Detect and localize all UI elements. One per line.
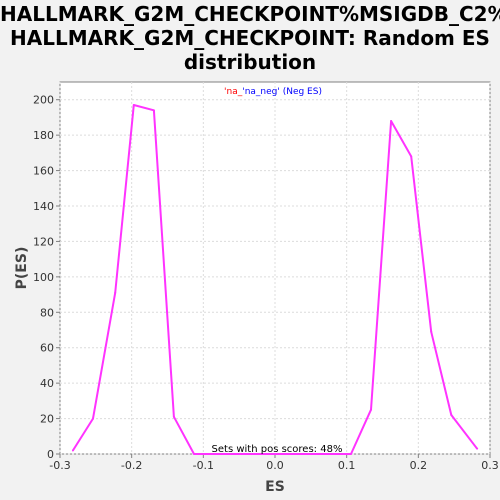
y-tick-label: 80 — [40, 306, 54, 319]
y-tick-label: 200 — [33, 94, 54, 107]
x-tick-label: 0.2 — [410, 459, 428, 472]
legend-part-1: 'na_ — [224, 87, 243, 97]
data-point — [253, 453, 256, 455]
data-point — [172, 415, 175, 418]
y-tick-label: 160 — [33, 165, 54, 178]
x-tick-label: -0.2 — [121, 459, 142, 472]
data-point — [349, 453, 352, 455]
chart-title-line-2: HALLMARK_G2M_CHECKPOINT: Random ES — [10, 26, 490, 50]
y-tick-label: 0 — [47, 448, 54, 461]
data-point — [213, 453, 216, 455]
chart-title-line-1: HALLMARK_G2M_CHECKPOINT%MSIGDB_C2% — [0, 2, 500, 26]
y-tick-label: 100 — [33, 271, 54, 284]
axes: -0.3 -0.2 -0.1 0.0 0.1 0.2 0.3 0 20 40 60 80 100 120 1… — [33, 94, 499, 472]
y-tick-label: 180 — [33, 129, 54, 142]
y-tick-label: 140 — [33, 200, 54, 213]
data-point — [193, 453, 196, 455]
y-tick-label: 20 — [40, 413, 54, 426]
data-point — [274, 453, 276, 455]
data-point — [370, 408, 373, 411]
legend: 'na_'na_neg' (Neg ES) — [224, 87, 322, 97]
data-point — [314, 453, 317, 455]
data-point — [476, 447, 479, 450]
data-point — [390, 119, 393, 122]
data-point — [91, 417, 94, 420]
data-point — [334, 453, 337, 455]
chart-title: HALLMARK_G2M_CHECKPOINT%MSIGDB_C2% HALLM… — [0, 0, 500, 74]
x-tick-label: 0.0 — [266, 459, 284, 472]
x-tick-label: 0.3 — [481, 459, 499, 472]
x-tick-label: 0.1 — [338, 459, 356, 472]
x-tick-label: -0.3 — [49, 459, 70, 472]
data-point — [450, 414, 453, 417]
chart-title-line-3: distribution — [183, 50, 317, 74]
data-point — [71, 449, 74, 452]
pos-scores-annotation: Sets with pos scores: 48% — [212, 444, 343, 455]
series-group — [71, 104, 479, 455]
data-point — [132, 104, 135, 107]
data-point — [233, 453, 236, 455]
y-tick-label: 60 — [40, 342, 54, 355]
legend-part-2: 'na_neg' (Neg ES) — [242, 87, 322, 97]
y-tick-label: 120 — [33, 235, 54, 248]
data-point — [114, 291, 117, 294]
y-axis-label: P(ES) — [14, 247, 30, 290]
data-point — [152, 109, 155, 112]
data-point — [410, 155, 413, 158]
y-tick-label: 40 — [40, 377, 54, 390]
x-tick-label: -0.1 — [193, 459, 214, 472]
data-point — [430, 330, 433, 333]
data-point — [294, 453, 297, 455]
x-axis-label: ES — [265, 479, 285, 495]
grid — [59, 82, 491, 455]
